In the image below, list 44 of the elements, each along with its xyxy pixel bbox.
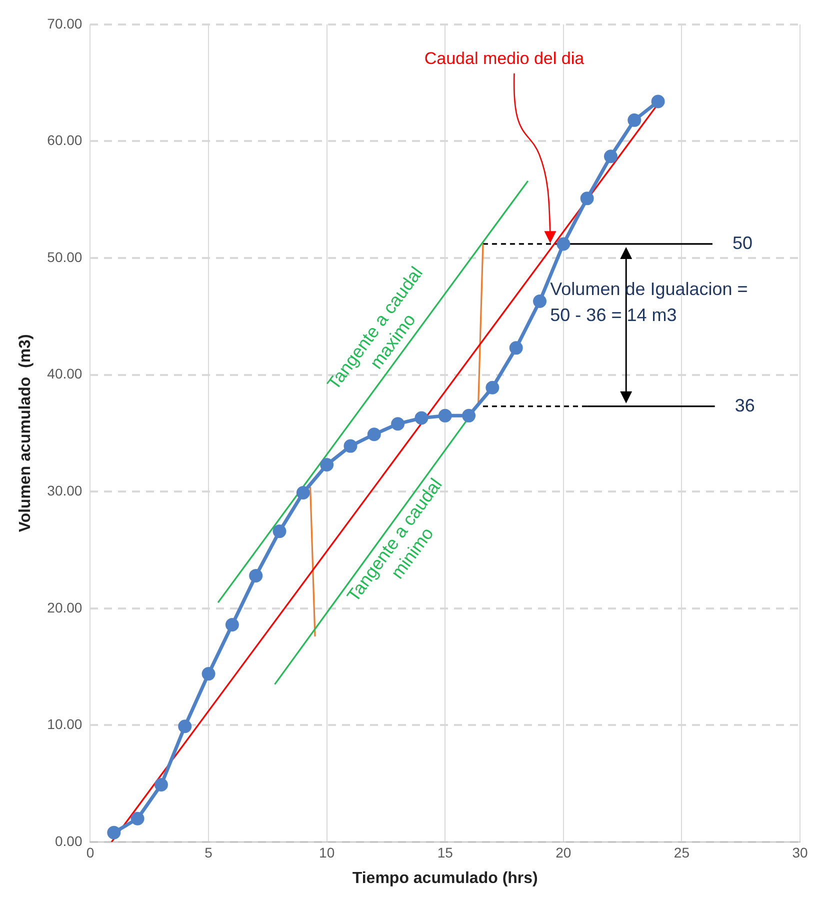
series-label: 36 [734, 395, 755, 416]
y-tick-label: 0.00 [54, 832, 82, 849]
point [154, 778, 168, 792]
y-tick-label: 70.00 [47, 15, 82, 32]
x-tick-label: 25 [674, 844, 690, 860]
y-tick-label: 50.00 [47, 248, 82, 265]
y-tick-label: 30.00 [47, 482, 82, 498]
point [320, 458, 334, 472]
point [580, 192, 594, 206]
point [249, 568, 263, 582]
y-tick-label: 20.00 [47, 599, 82, 616]
x-tick-label: 5 [204, 844, 213, 860]
point [651, 94, 665, 108]
y-axis-title: Volumen acumulado (m3) [17, 334, 34, 532]
x-tick-label: 10 [319, 844, 335, 860]
point [628, 113, 642, 127]
point [438, 408, 452, 422]
point [225, 618, 239, 632]
x-tick-label: 20 [556, 844, 572, 860]
x-tick-label: 0 [86, 844, 94, 860]
point [391, 417, 405, 431]
point [296, 486, 310, 500]
point [344, 439, 358, 453]
y-tick-label: 60.00 [47, 132, 82, 148]
y-tick-label: 40.00 [47, 366, 82, 382]
point [533, 294, 547, 308]
point [272, 524, 286, 538]
point [414, 411, 428, 425]
point [130, 812, 144, 826]
point [178, 720, 192, 734]
point [202, 667, 216, 681]
y-tick-label: 10.00 [47, 716, 82, 732]
point [107, 826, 121, 840]
point [604, 150, 618, 164]
point [462, 408, 476, 422]
x-tick-label: 15 [437, 844, 454, 860]
point [509, 341, 523, 355]
series-label: 50 [732, 232, 752, 253]
x-tick-label: 30 [792, 844, 808, 860]
point [556, 237, 570, 251]
x-axis-title: Tiempo acumulado (hrs) [352, 870, 538, 887]
point [486, 380, 500, 394]
point [367, 428, 381, 442]
text: Caudal medio del dia [424, 49, 585, 68]
